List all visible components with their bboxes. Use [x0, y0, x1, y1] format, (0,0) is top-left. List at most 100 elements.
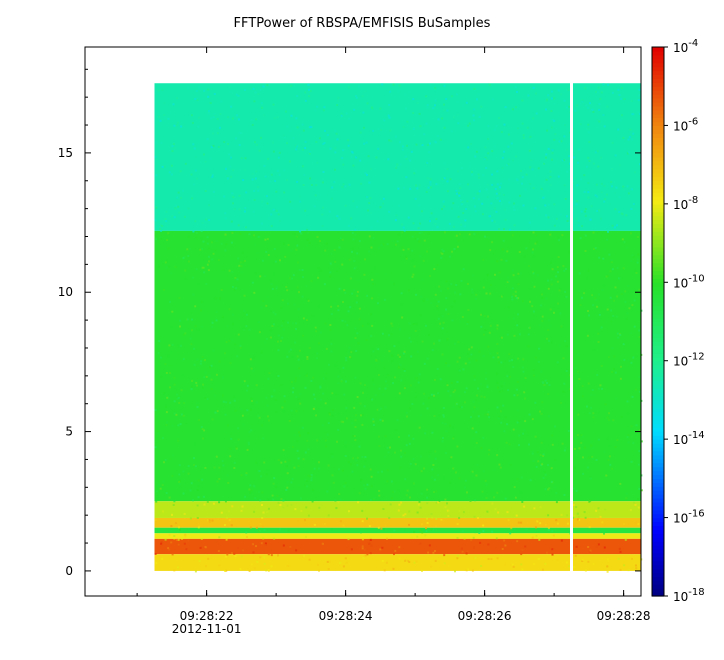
spectrogram-speckle	[551, 119, 554, 121]
spectrogram-speckle	[306, 298, 309, 301]
spectrogram-speckle	[477, 415, 480, 418]
spectrogram-speckle	[253, 510, 256, 513]
spectrogram-speckle	[478, 190, 481, 193]
spectrogram-speckle	[291, 477, 294, 480]
spectrogram-speckle	[216, 410, 219, 413]
spectrogram-speckle	[500, 131, 503, 134]
spectrogram-speckle	[524, 397, 526, 400]
spectrogram-speckle	[602, 114, 605, 117]
spectrogram-speckle	[455, 403, 458, 405]
colorbar-segment	[652, 254, 664, 260]
spectrogram-speckle	[252, 210, 255, 213]
spectrogram-speckle	[326, 490, 329, 493]
spectrogram-speckle	[256, 560, 259, 563]
spectrogram-speckle	[617, 88, 620, 91]
spectrogram-speckle	[527, 345, 530, 348]
spectrogram-speckle	[170, 272, 173, 275]
spectrogram-speckle	[460, 547, 463, 550]
spectrogram-speckle	[526, 126, 529, 129]
spectrogram-speckle	[513, 202, 516, 205]
spectrogram-speckle	[498, 186, 501, 189]
colorbar-segment	[652, 462, 664, 468]
spectrogram-speckle	[635, 355, 638, 358]
spectrogram-speckle	[405, 494, 408, 497]
spectrogram-speckle	[230, 524, 233, 527]
spectrogram-speckle	[596, 150, 599, 153]
spectrogram-speckle	[227, 116, 229, 119]
spectrogram-speckle	[487, 558, 490, 560]
spectrogram-speckle	[334, 129, 337, 132]
spectrogram-speckle	[283, 400, 286, 403]
spectrogram-speckle	[300, 510, 303, 512]
spectrogram-speckle	[269, 279, 272, 282]
spectrogram-speckle	[381, 559, 384, 562]
spectrogram-speckle	[239, 261, 242, 264]
x-tick-label: 09:28:28	[597, 609, 651, 623]
spectrogram-speckle	[602, 284, 605, 287]
spectrogram-speckle	[341, 469, 344, 472]
spectrogram-speckle	[525, 528, 528, 531]
spectrogram-speckle	[235, 93, 238, 96]
spectrogram-speckle	[429, 275, 432, 277]
spectrogram-speckle	[635, 564, 637, 567]
spectrogram-speckle	[225, 555, 227, 558]
spectrogram-speckle	[344, 445, 347, 448]
spectrogram-speckle	[434, 450, 437, 453]
spectrogram-speckle	[632, 356, 635, 359]
spectrogram-speckle	[253, 567, 256, 570]
spectrogram-speckle	[411, 235, 414, 238]
spectrogram-speckle	[433, 140, 436, 143]
spectrogram-speckle	[548, 340, 551, 342]
spectrogram-speckle	[456, 245, 459, 248]
spectrogram-speckle	[580, 210, 583, 213]
spectrogram-speckle	[520, 553, 523, 556]
spectrogram-speckle	[554, 425, 556, 428]
spectrogram-speckle	[155, 163, 158, 166]
spectrogram-speckle	[625, 497, 628, 500]
colorbar-tick-label: 10-6	[673, 116, 698, 133]
spectrogram-speckle	[586, 165, 588, 168]
spectrogram-speckle	[630, 361, 633, 364]
spectrogram-speckle	[327, 568, 330, 571]
spectrogram-speckle	[465, 101, 468, 104]
spectrogram-speckle	[286, 289, 289, 292]
spectrogram-speckle	[229, 165, 232, 168]
spectrogram-speckle	[635, 424, 638, 427]
spectrogram-speckle	[492, 98, 494, 101]
spectrogram-speckle	[627, 441, 630, 444]
spectrogram-speckle	[591, 389, 594, 391]
spectrogram-speckle	[270, 283, 273, 286]
spectrogram-speckle	[459, 293, 462, 296]
spectrogram-speckle	[211, 258, 214, 261]
spectrogram-speckle	[313, 467, 316, 470]
spectrogram-speckle	[511, 563, 514, 566]
spectrogram-speckle	[603, 248, 606, 251]
spectrogram-speckle	[467, 146, 470, 149]
colorbar-segment	[652, 337, 664, 342]
colorbar-segment	[652, 392, 664, 397]
spectrogram-speckle	[371, 398, 374, 401]
colorbar-segment	[652, 317, 664, 323]
spectrogram-speckle	[223, 352, 226, 355]
spectrogram-speckle	[158, 340, 161, 343]
spectrogram-speckle	[341, 319, 344, 322]
spectrogram-speckle	[182, 492, 185, 495]
spectrogram-speckle	[529, 288, 532, 290]
spectrogram-speckle	[618, 94, 621, 96]
spectrogram-speckle	[328, 412, 331, 415]
spectrogram-speckle	[603, 532, 605, 535]
spectrogram-speckle	[404, 559, 407, 562]
spectrogram-speckle	[528, 94, 531, 97]
spectrogram-speckle	[167, 232, 170, 235]
spectrogram-speckle	[619, 164, 622, 167]
spectrogram-speckle	[511, 269, 514, 272]
spectrogram-speckle	[398, 392, 401, 395]
spectrogram-speckle	[507, 163, 510, 166]
spectrogram-speckle	[157, 352, 160, 354]
spectrogram-speckle	[370, 212, 372, 214]
spectrogram-speckle	[353, 251, 356, 254]
spectrogram-speckle	[290, 348, 292, 351]
spectrogram-speckle	[456, 557, 459, 560]
colorbar-segment	[652, 278, 664, 283]
spectrogram-speckle	[345, 359, 348, 362]
